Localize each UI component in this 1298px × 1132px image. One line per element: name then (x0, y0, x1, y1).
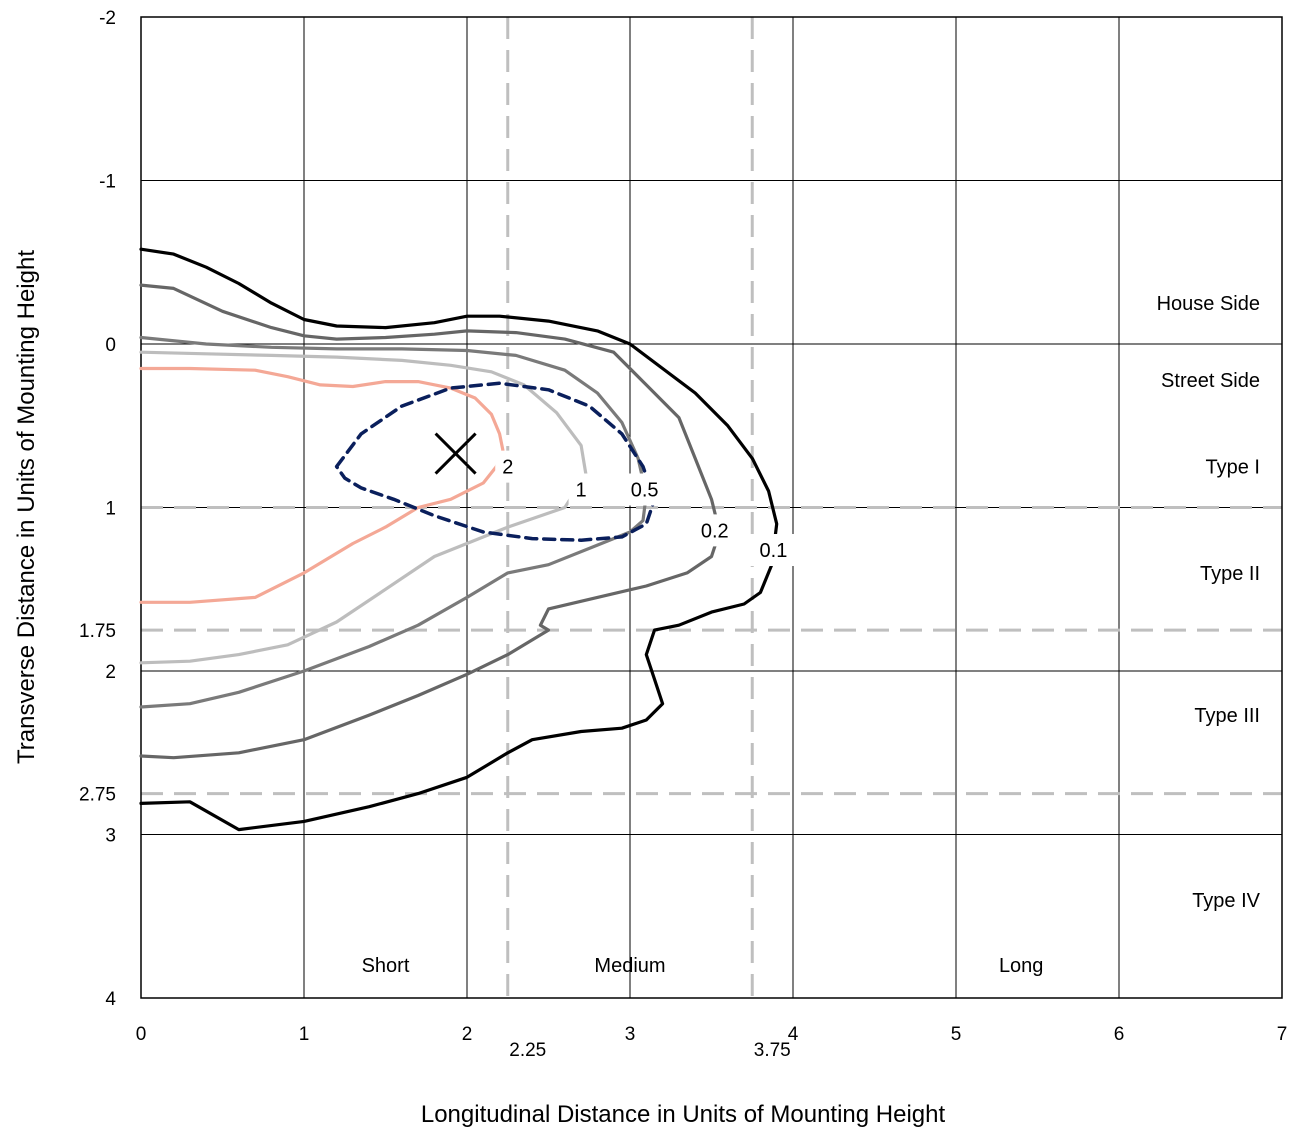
x-axis-title: Longitudinal Distance in Units of Mounti… (421, 1101, 946, 1128)
series-line-1 (139, 350, 588, 665)
zone-labels: House Side Street Side Type I Type II Type I… (362, 293, 1261, 977)
x-tick-label: 4 (788, 1024, 799, 1045)
y-tick-labels: -2 -1 0 1 2 3 4 1.75 2.75 (79, 8, 116, 1010)
contour-labels: 0.1 0.2 0.5 1 2 (495, 450, 797, 567)
contour-label-bg (749, 534, 797, 567)
reference-lines (141, 17, 1282, 998)
y-tick-label: 2 (105, 662, 116, 683)
contour-label: 0.1 (760, 540, 788, 562)
y-tick-label: 0 (105, 335, 116, 356)
zone-label: Long (999, 955, 1044, 977)
series-line-0.5 (139, 335, 648, 709)
series-line-max-isocandela (334, 381, 657, 542)
series-line-2 (139, 366, 505, 604)
series-line-0.2 (139, 283, 722, 760)
x-tick-labels: 0 1 2 3 4 5 6 7 2.25 3.75 (136, 1024, 1288, 1061)
y-ref-tick-label: 1.75 (79, 621, 116, 642)
x-tick-label: 3 (625, 1024, 636, 1045)
contour-label: 2 (502, 457, 513, 479)
x-tick-label: 2 (462, 1024, 473, 1045)
contour-label-bg (495, 450, 521, 483)
series-layer (139, 247, 779, 832)
zone-label: House Side (1157, 293, 1260, 315)
x-tick-label: 1 (299, 1024, 310, 1045)
contour-label: 1 (576, 480, 587, 502)
contour-label-bg (621, 473, 669, 506)
zone-label: Short (362, 955, 410, 977)
marker-stroke (434, 432, 477, 475)
y-tick-label: 4 (105, 989, 116, 1010)
x-ref-tick-label: 3.75 (754, 1040, 791, 1061)
x-tick-label: 0 (136, 1024, 147, 1045)
x-tick-label: 7 (1277, 1024, 1288, 1045)
y-tick-label: -2 (99, 8, 116, 29)
y-tick-label: 3 (105, 826, 116, 847)
zone-label: Type IV (1192, 890, 1260, 912)
luminaire-marker (434, 432, 477, 475)
zone-label: Type II (1200, 563, 1260, 585)
zone-label: Street Side (1161, 370, 1260, 392)
y-axis-title: Transverse Distance in Units of Mounting… (13, 250, 40, 764)
y-tick-label: -1 (99, 172, 116, 193)
zone-label: Type III (1194, 705, 1260, 727)
x-tick-label: 6 (1114, 1024, 1125, 1045)
y-tick-label: 1 (105, 499, 116, 520)
grid-lines (140, 16, 1283, 999)
zone-label: Type I (1206, 457, 1260, 479)
contour-label-bg (691, 514, 739, 547)
series-line-0.1 (139, 247, 779, 832)
y-ref-tick-label: 2.75 (79, 785, 116, 806)
plot-frame (140, 16, 1283, 999)
x-ref-tick-label: 2.25 (509, 1040, 546, 1061)
contour-label: 0.5 (631, 480, 659, 502)
contour-label-bg (568, 473, 594, 506)
zone-label: Medium (594, 955, 665, 977)
contour-label: 0.2 (701, 520, 729, 542)
x-tick-label: 5 (951, 1024, 962, 1045)
